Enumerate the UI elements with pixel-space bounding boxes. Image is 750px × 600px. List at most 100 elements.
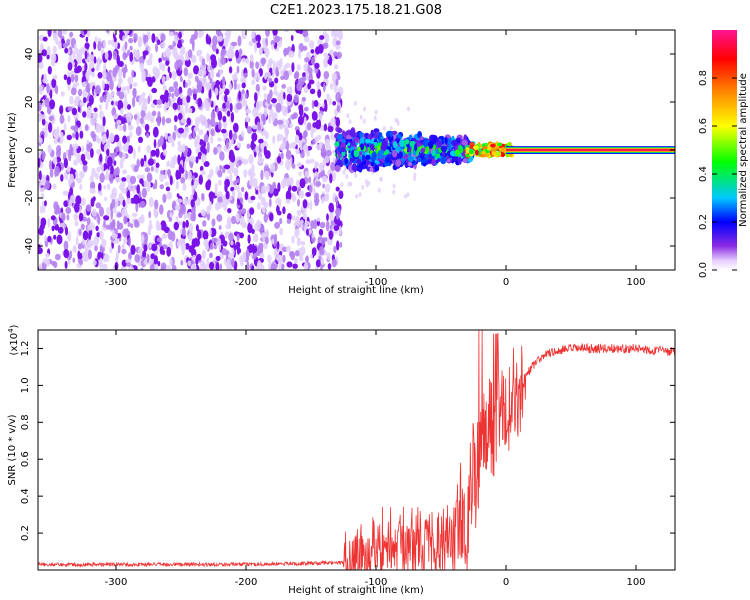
heatmap-cell <box>261 57 265 67</box>
heatmap-cell <box>241 89 245 95</box>
heatmap-cell <box>68 150 72 162</box>
heatmap-cell <box>314 112 318 121</box>
heatmap-cell <box>106 129 109 139</box>
heatmap-cell <box>75 195 82 206</box>
heatmap-cell <box>334 108 338 117</box>
heatmap-cell <box>188 233 193 242</box>
heatmap-cell <box>455 149 460 155</box>
heatmap-cell <box>211 43 217 52</box>
heatmap-cell <box>200 170 206 176</box>
heatmap-cell <box>315 181 322 187</box>
heatmap-cell <box>392 183 396 189</box>
heatmap-cell <box>159 204 164 215</box>
heatmap-cell <box>99 257 103 268</box>
heatmap-cell <box>54 84 59 95</box>
heatmap-cell <box>175 216 179 221</box>
heatmap-cell <box>133 148 136 159</box>
heatmap-cell <box>74 171 79 181</box>
heatmap-cell <box>160 33 166 42</box>
heatmap-cell <box>252 124 259 130</box>
tick-label: 100 <box>626 277 645 288</box>
heatmap-cell <box>111 199 116 209</box>
heatmap-cell <box>338 225 342 236</box>
heatmap-cell <box>168 216 172 222</box>
heatmap-cell <box>72 245 77 253</box>
heatmap-cell <box>113 107 116 112</box>
heatmap-cell <box>160 169 164 175</box>
heatmap-cell <box>352 137 360 142</box>
heatmap-cell <box>81 251 88 258</box>
heatmap-cell <box>48 144 52 154</box>
heatmap-cell <box>277 254 283 264</box>
tick-label: -200 <box>235 577 258 588</box>
heatmap-cell <box>369 143 375 151</box>
heatmap-cell <box>254 92 258 102</box>
heatmap-cell <box>494 146 500 150</box>
heatmap-cell <box>302 72 307 78</box>
heatmap-cell <box>129 45 133 51</box>
heatmap-cell <box>106 148 110 157</box>
heatmap-cell <box>199 165 204 172</box>
heatmap-cell <box>296 209 302 216</box>
heatmap-cell <box>230 240 234 246</box>
heatmap-cell <box>241 57 246 63</box>
heatmap-cell <box>322 183 325 189</box>
heatmap-cell <box>282 206 286 215</box>
heatmap-cell <box>326 252 331 261</box>
heatmap-cell <box>370 129 375 138</box>
heatmap-cell <box>377 163 384 167</box>
heatmap-cell <box>331 258 337 268</box>
heatmap-cell <box>311 99 315 109</box>
tick-label: -200 <box>235 277 258 288</box>
heatmap-cell <box>139 62 144 70</box>
heatmap-cell <box>262 208 266 214</box>
heatmap-cell <box>265 30 270 37</box>
heatmap-cell <box>377 149 385 156</box>
heatmap-cell <box>53 139 58 144</box>
heatmap-cell <box>171 264 177 270</box>
heatmap-cell <box>150 253 155 260</box>
heatmap-cell <box>103 215 110 221</box>
heatmap-cell <box>121 177 127 182</box>
heatmap-cell <box>310 49 315 54</box>
heatmap-cell <box>274 233 278 244</box>
heatmap-cell <box>80 153 86 163</box>
heatmap-cell <box>203 134 209 143</box>
heatmap-cell <box>71 107 78 116</box>
heatmap-cell <box>318 236 323 241</box>
heatmap-cell <box>298 190 305 199</box>
heatmap-cell <box>56 234 63 245</box>
heatmap-cell <box>169 175 173 186</box>
heatmap-cell <box>201 195 205 202</box>
heatmap-cell <box>206 257 210 265</box>
heatmap-cell <box>263 145 267 157</box>
heatmap-cell <box>110 193 116 200</box>
heatmap-cell <box>192 42 195 52</box>
heatmap-cell <box>359 114 363 120</box>
heatmap-cell <box>72 50 76 60</box>
heatmap-cell <box>315 259 321 268</box>
heatmap-cell <box>212 35 218 46</box>
heatmap-cell <box>45 252 50 258</box>
heatmap-cell <box>362 118 366 124</box>
heatmap-cell <box>395 159 401 167</box>
heatmap-cell <box>143 51 146 60</box>
heatmap-cell <box>69 250 73 259</box>
heatmap-cell <box>282 254 286 263</box>
heatmap-cell <box>51 78 57 89</box>
heatmap-cell <box>260 142 265 150</box>
heatmap-cell <box>321 196 325 205</box>
heatmap-cell <box>233 180 238 186</box>
tick-label: -100 <box>365 277 388 288</box>
heatmap-cell <box>260 157 265 163</box>
heatmap-cell <box>255 189 259 195</box>
snr-y-label: SNR (10 * v/v) <box>7 414 18 485</box>
heatmap-cell <box>159 246 164 255</box>
heatmap-cell <box>54 208 60 215</box>
heatmap-cell <box>104 51 109 60</box>
heatmap-cell <box>322 82 326 93</box>
heatmap-cell <box>392 149 398 158</box>
heatmap-cell <box>52 45 57 54</box>
heatmap-cell <box>53 32 57 41</box>
heatmap-cell <box>180 46 186 54</box>
